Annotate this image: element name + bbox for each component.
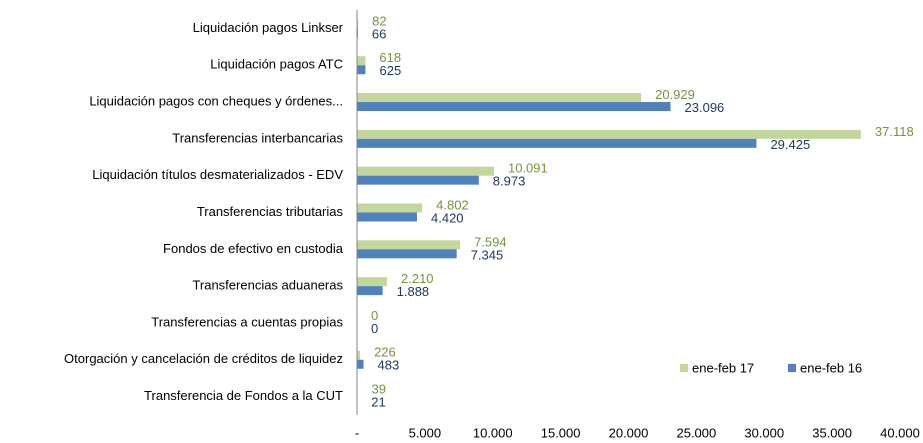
y-tick-label: Liquidación pagos con cheques y órdenes.… — [89, 93, 343, 108]
value-label: 82 — [372, 13, 386, 28]
y-tick-label: Transferencias a cuentas propias — [151, 314, 343, 329]
bar — [357, 129, 861, 139]
value-label: 4.802 — [436, 197, 469, 212]
value-label: 7.594 — [474, 234, 507, 249]
bar — [357, 138, 757, 148]
value-label: 2.210 — [401, 271, 434, 286]
legend-marker — [788, 364, 796, 372]
bar — [357, 240, 461, 250]
value-label: 618 — [379, 50, 401, 65]
value-label: 29.425 — [770, 137, 810, 152]
value-label: 1.888 — [397, 284, 430, 299]
bar — [357, 19, 359, 29]
x-tick-label: 35.000 — [812, 425, 852, 440]
bar — [357, 93, 642, 103]
legend-marker — [680, 364, 688, 372]
value-label: 66 — [372, 26, 386, 41]
x-tick-label: 20.000 — [609, 425, 649, 440]
y-tick-label: Fondos de efectivo en custodia — [163, 241, 344, 256]
bar — [357, 166, 494, 176]
value-label: 226 — [374, 345, 396, 360]
value-label: 37.118 — [875, 124, 914, 139]
bar — [357, 65, 366, 75]
bar — [357, 102, 671, 112]
x-tick-label: 30.000 — [744, 425, 784, 440]
bar — [357, 203, 423, 213]
bar — [357, 277, 388, 287]
value-label: 21 — [371, 395, 385, 410]
value-label: 4.420 — [431, 210, 464, 225]
y-tick-label: Liquidación pagos Linkser — [193, 20, 344, 35]
legend-label: ene-feb 17 — [692, 360, 754, 375]
legend-label: ene-feb 16 — [800, 360, 862, 375]
y-tick-label: Transferencias interbancarias — [172, 130, 343, 145]
x-tick-label: 10.000 — [473, 425, 513, 440]
y-tick-label: Liquidación títulos desmaterializados - … — [92, 167, 343, 182]
value-label: 625 — [379, 63, 401, 78]
y-tick-label: Transferencias tributarias — [197, 204, 344, 219]
x-tick-label: - — [355, 425, 359, 440]
x-tick-label: 25.000 — [676, 425, 716, 440]
x-tick-label: 15.000 — [541, 425, 581, 440]
bar — [357, 175, 479, 185]
bar — [357, 56, 366, 66]
value-label: 7.345 — [471, 247, 504, 262]
value-label: 20.929 — [655, 87, 695, 102]
value-label: 39 — [372, 382, 386, 397]
bar — [357, 359, 364, 369]
value-label: 10.091 — [508, 161, 548, 176]
value-label: 0 — [371, 321, 378, 336]
y-tick-label: Transferencia de Fondos a la CUT — [144, 388, 343, 403]
x-tick-label: 5.000 — [409, 425, 442, 440]
y-tick-label: Transferencias aduaneras — [192, 278, 343, 293]
value-label: 0 — [371, 308, 378, 323]
value-label: 483 — [378, 358, 400, 373]
value-label: 23.096 — [685, 100, 725, 115]
bar — [357, 286, 383, 296]
bar — [357, 350, 361, 360]
y-tick-label: Otorgación y cancelación de créditos de … — [64, 351, 343, 366]
bar — [357, 249, 457, 259]
value-label: 8.973 — [493, 174, 526, 189]
y-tick-label: Liquidación pagos ATC — [210, 57, 343, 72]
x-tick-label: 40.000 — [880, 425, 920, 440]
bar — [357, 212, 418, 222]
